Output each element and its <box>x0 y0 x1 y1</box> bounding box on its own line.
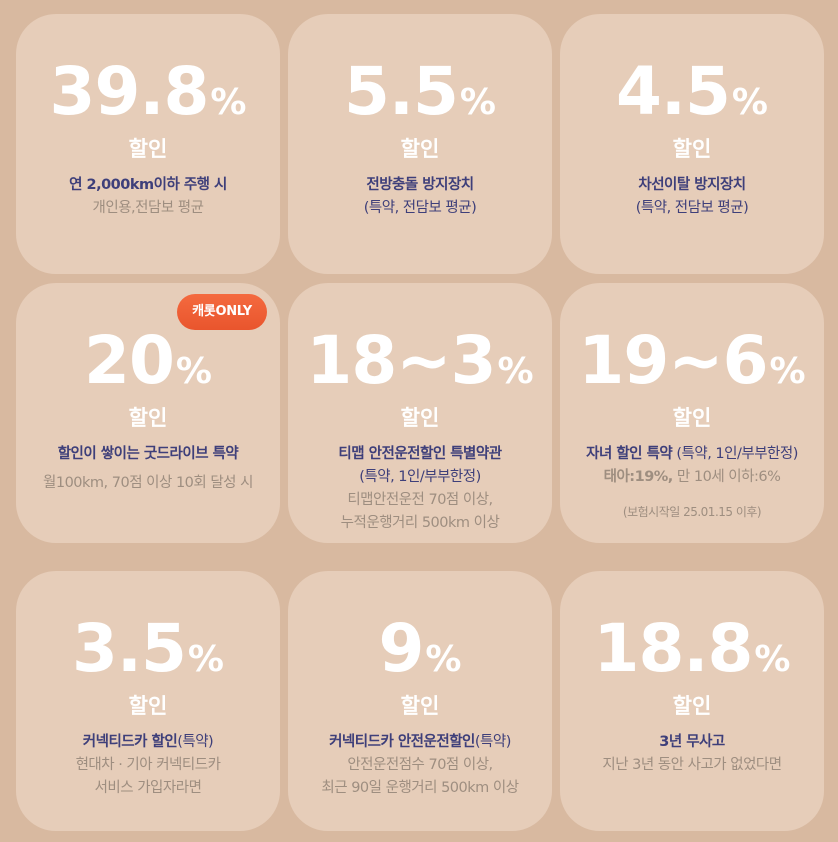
description-title: 커넥티드카 안전운전할인 <box>329 734 475 750</box>
description-title: 연 2,000km이하 주행 시 <box>69 177 227 193</box>
card-description: 전방충돌 방지장치 (특약, 전담보 평균) <box>296 174 544 220</box>
discount-rate: 20% <box>16 321 280 412</box>
discount-label: 할인 <box>672 137 712 161</box>
description-detail: 지난 3년 동안 사고가 없었다면 <box>602 757 782 773</box>
discount-card-lane: 4.5% 할인 차선이탈 방지장치 (특약, 전담보 평균) <box>560 14 824 274</box>
discount-card-tmap: 18~3% 할인 티맵 안전운전할인 특별약관 (특약, 1인/부부한정) 티맵… <box>288 283 552 543</box>
description-detail: 서비스 가입자라면 <box>94 780 202 796</box>
rate-value: 5.5 <box>344 53 459 130</box>
discount-label: 할인 <box>400 137 440 161</box>
description-detail: 개인용,전담보 평균 <box>92 200 204 216</box>
description-title: 3년 무사고 <box>659 734 725 750</box>
discount-label: 할인 <box>672 406 712 430</box>
description-detail-bold: 태아:19%, <box>603 469 674 485</box>
percent-sign: % <box>754 639 791 680</box>
description-subtitle: (특약, 전담보 평균) <box>635 200 749 216</box>
description-title: 차선이탈 방지장치 <box>638 177 746 193</box>
discount-rate: 39.8% <box>16 52 280 143</box>
percent-sign: % <box>497 351 534 392</box>
discount-label: 할인 <box>128 137 168 161</box>
rate-value: 18.8 <box>593 610 754 687</box>
card-description: 연 2,000km이하 주행 시 개인용,전담보 평균 <box>24 174 272 220</box>
description-title: 자녀 할인 특약 <box>586 446 673 462</box>
description-title: 커넥티드카 할인 <box>82 734 178 750</box>
rate-value: 18~3 <box>306 322 496 399</box>
description-title: 전방충돌 방지장치 <box>366 177 474 193</box>
discount-card-child: 19~6% 할인 자녀 할인 특약 (특약, 1인/부부한정) 태아:19%, … <box>560 283 824 543</box>
discount-rate: 9% <box>288 609 552 700</box>
description-detail: 만 10세 이하:6% <box>672 469 781 485</box>
percent-sign: % <box>187 639 224 680</box>
card-description: 할인이 쌓이는 굿드라이브 특약 월100km, 70점 이상 10회 달성 시 <box>24 443 272 495</box>
percent-sign: % <box>731 82 768 123</box>
discount-card-collision: 5.5% 할인 전방충돌 방지장치 (특약, 전담보 평균) <box>288 14 552 274</box>
description-subtitle: (특약) <box>474 734 512 750</box>
rate-value: 19~6 <box>578 322 768 399</box>
description-detail: 티맵안전운전 70점 이상, <box>347 492 493 508</box>
rate-value: 4.5 <box>616 53 731 130</box>
discount-label: 할인 <box>128 694 168 718</box>
discount-rate: 4.5% <box>560 52 824 143</box>
description-detail: 월100km, 70점 이상 10회 달성 시 <box>43 475 253 491</box>
percent-sign: % <box>175 351 212 392</box>
discount-rate: 19~6% <box>560 321 824 412</box>
rate-value: 9 <box>378 610 424 687</box>
percent-sign: % <box>769 351 806 392</box>
description-detail: 누적운행거리 500km 이상 <box>340 515 500 531</box>
rate-value: 3.5 <box>72 610 187 687</box>
description-subtitle: (특약) <box>177 734 214 750</box>
rate-value: 20 <box>84 322 175 399</box>
description-detail: 최근 90일 운행거리 500km 이상 <box>321 780 519 796</box>
discount-label: 할인 <box>128 406 168 430</box>
rate-value: 39.8 <box>49 53 210 130</box>
discount-label: 할인 <box>400 694 440 718</box>
discount-rate: 5.5% <box>288 52 552 143</box>
discount-rate: 3.5% <box>16 609 280 700</box>
card-description: 자녀 할인 특약 (특약, 1인/부부한정) 태아:19%, 만 10세 이하:… <box>562 443 822 524</box>
description-title: 티맵 안전운전할인 특별약관 <box>338 446 502 462</box>
description-subtitle: (특약, 전담보 평균) <box>363 200 477 216</box>
discount-card-no-accident: 18.8% 할인 3년 무사고 지난 3년 동안 사고가 없었다면 <box>560 571 824 831</box>
card-description: 차선이탈 방지장치 (특약, 전담보 평균) <box>568 174 816 220</box>
percent-sign: % <box>425 639 462 680</box>
discount-rate: 18.8% <box>560 609 824 700</box>
description-subtitle: (특약, 1인/부부한정) <box>359 469 481 485</box>
discount-card-connected: 3.5% 할인 커넥티드카 할인(특약) 현대차 · 기아 커넥티드카 서비스 … <box>16 571 280 831</box>
discount-rate: 18~3% <box>288 321 552 412</box>
card-description: 티맵 안전운전할인 특별약관 (특약, 1인/부부한정) 티맵안전운전 70점 … <box>296 443 544 535</box>
discount-card-mileage: 39.8% 할인 연 2,000km이하 주행 시 개인용,전담보 평균 <box>16 14 280 274</box>
percent-sign: % <box>210 82 247 123</box>
description-subtitle: (특약, 1인/부부한정) <box>672 446 798 462</box>
discount-label: 할인 <box>400 406 440 430</box>
description-detail: 현대차 · 기아 커넥티드카 <box>75 757 221 773</box>
percent-sign: % <box>459 82 496 123</box>
description-title: 할인이 쌓이는 굿드라이브 특약 <box>57 446 239 462</box>
description-note: (보험시작일 25.01.15 이후) <box>622 505 762 519</box>
card-description: 커넥티드카 할인(특약) 현대차 · 기아 커넥티드카 서비스 가입자라면 <box>24 731 272 800</box>
carrot-only-badge: 캐롯ONLY <box>177 294 267 330</box>
discount-card-connected-safe: 9% 할인 커넥티드카 안전운전할인(특약) 안전운전점수 70점 이상, 최근… <box>288 571 552 831</box>
description-detail: 안전운전점수 70점 이상, <box>347 757 493 773</box>
discount-card-gooddrive: 캐롯ONLY 20% 할인 할인이 쌓이는 굿드라이브 특약 월100km, 7… <box>16 283 280 543</box>
card-description: 3년 무사고 지난 3년 동안 사고가 없었다면 <box>568 731 816 777</box>
card-description: 커넥티드카 안전운전할인(특약) 안전운전점수 70점 이상, 최근 90일 운… <box>290 731 550 800</box>
discount-label: 할인 <box>672 694 712 718</box>
